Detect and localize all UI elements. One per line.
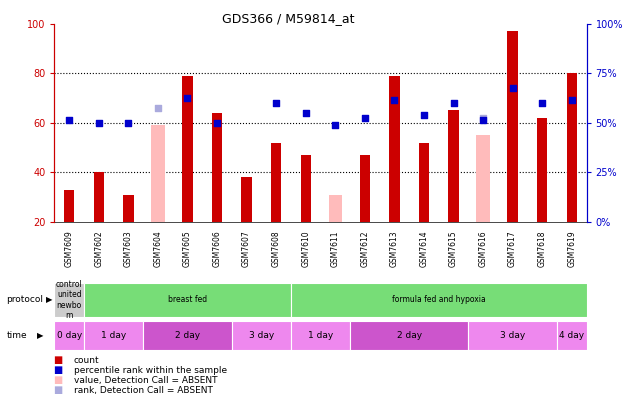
Bar (301, 155, 311, 222)
Text: 4 day: 4 day (559, 331, 585, 340)
Text: count: count (74, 356, 99, 365)
Bar (271, 143, 281, 222)
Point (478, 117, 488, 124)
Text: ▶: ▶ (46, 295, 53, 305)
Text: GSM7603: GSM7603 (124, 230, 133, 267)
Text: GDS366 / M59814_at: GDS366 / M59814_at (222, 12, 354, 25)
Point (448, 100, 458, 106)
Bar (508, 31, 518, 222)
Bar (329, 194, 342, 222)
Text: GSM7619: GSM7619 (567, 230, 576, 267)
Text: ■: ■ (53, 365, 62, 375)
Bar (469, 321, 557, 350)
Point (419, 112, 429, 118)
Bar (537, 118, 547, 222)
Bar (291, 321, 350, 350)
Text: GSM7604: GSM7604 (153, 230, 162, 267)
Text: GSM7610: GSM7610 (301, 230, 310, 267)
Text: 0 day: 0 day (56, 331, 82, 340)
Text: GSM7602: GSM7602 (94, 230, 103, 267)
Text: 2 day: 2 day (175, 331, 200, 340)
Point (153, 105, 163, 111)
Text: ■: ■ (53, 355, 62, 366)
Bar (476, 135, 490, 222)
Bar (242, 177, 252, 222)
Bar (151, 125, 165, 222)
Text: 1 day: 1 day (308, 331, 333, 340)
Bar (212, 113, 222, 222)
Text: percentile rank within the sample: percentile rank within the sample (74, 366, 227, 375)
Point (123, 120, 133, 126)
Text: formula fed and hypoxia: formula fed and hypoxia (392, 295, 486, 305)
Bar (291, 283, 587, 317)
Bar (567, 73, 577, 222)
Bar (419, 143, 429, 222)
Bar (182, 76, 193, 222)
Point (478, 115, 488, 121)
Text: protocol: protocol (6, 295, 44, 305)
Bar (557, 321, 587, 350)
Bar (54, 283, 84, 317)
Bar (84, 321, 143, 350)
Text: 3 day: 3 day (500, 331, 525, 340)
Point (94, 120, 104, 126)
Bar (64, 190, 74, 222)
Bar (123, 194, 133, 222)
Point (212, 120, 222, 126)
Text: GSM7613: GSM7613 (390, 230, 399, 267)
Point (537, 100, 547, 106)
Bar (54, 321, 84, 350)
Text: GSM7605: GSM7605 (183, 230, 192, 267)
Point (330, 122, 340, 128)
Text: GSM7612: GSM7612 (360, 230, 369, 267)
Text: ■: ■ (53, 385, 62, 395)
Text: GSM7609: GSM7609 (65, 230, 74, 267)
Text: GSM7614: GSM7614 (419, 230, 428, 267)
Text: GSM7615: GSM7615 (449, 230, 458, 267)
Text: GSM7606: GSM7606 (213, 230, 222, 267)
Text: 3 day: 3 day (249, 331, 274, 340)
Text: GSM7611: GSM7611 (331, 230, 340, 267)
Text: GSM7617: GSM7617 (508, 230, 517, 267)
Text: ■: ■ (53, 375, 62, 385)
Text: breast fed: breast fed (168, 295, 207, 305)
Bar (350, 321, 469, 350)
Text: GSM7616: GSM7616 (479, 230, 488, 267)
Bar (84, 283, 291, 317)
Text: GSM7618: GSM7618 (538, 230, 547, 267)
Point (360, 115, 370, 121)
Text: GSM7608: GSM7608 (272, 230, 281, 267)
Text: GSM7607: GSM7607 (242, 230, 251, 267)
Bar (232, 321, 291, 350)
Text: 2 day: 2 day (397, 331, 422, 340)
Bar (448, 110, 459, 222)
Text: control
united
newbo
m: control united newbo m (56, 280, 83, 320)
Point (567, 97, 577, 104)
Bar (143, 321, 232, 350)
Text: rank, Detection Call = ABSENT: rank, Detection Call = ABSENT (74, 386, 213, 394)
Text: value, Detection Call = ABSENT: value, Detection Call = ABSENT (74, 376, 217, 385)
Point (301, 110, 311, 116)
Bar (94, 172, 104, 222)
Text: 1 day: 1 day (101, 331, 126, 340)
Text: time: time (6, 331, 27, 340)
Point (508, 85, 518, 91)
Text: ▶: ▶ (37, 331, 44, 340)
Point (271, 100, 281, 106)
Bar (389, 76, 399, 222)
Point (183, 95, 193, 101)
Point (389, 97, 399, 104)
Bar (360, 155, 370, 222)
Point (64, 117, 74, 124)
